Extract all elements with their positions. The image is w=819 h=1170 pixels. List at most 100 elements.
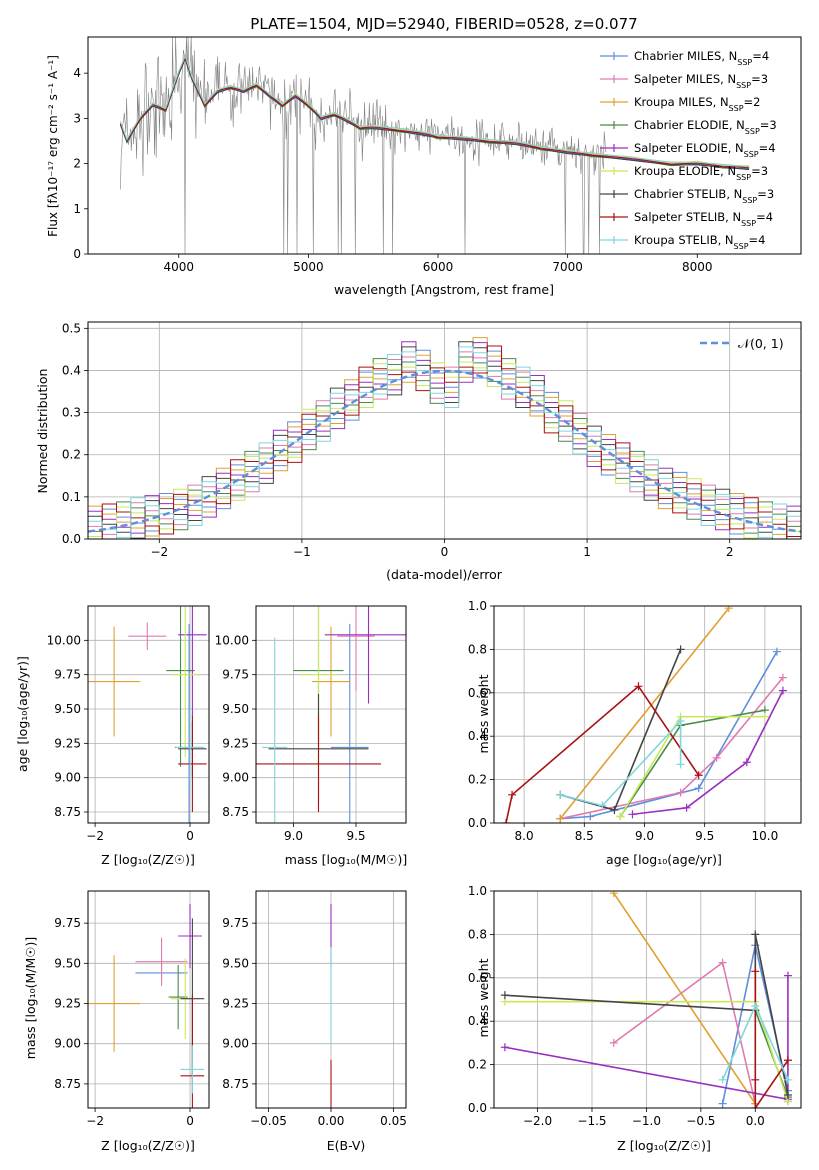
plot-area (119, 37, 750, 254)
y-tick-label: 0.0 (62, 532, 81, 546)
weight-marker (586, 812, 595, 821)
weight-marker (778, 686, 787, 695)
weight-marker (783, 971, 792, 980)
plot-area (88, 606, 207, 823)
weight-marker (556, 790, 565, 799)
weight-marker (609, 1038, 618, 1047)
y-tick-label: 2 (73, 157, 81, 171)
x-tick-label: 0 (186, 1114, 194, 1128)
axes-frame (493, 890, 802, 1109)
spectrum-legend: Chabrier MILES, NSSP=4 Salpeter MILES, NS… (600, 49, 777, 251)
normal-curve (88, 369, 801, 533)
axes-frame (493, 605, 802, 824)
x-tick-label: 9.5 (695, 829, 714, 843)
weight-marker (610, 805, 619, 814)
axes-frame (87, 36, 802, 255)
y-tick-label: 0.0 (468, 816, 487, 830)
x-tick-label: −0.5 (686, 1114, 715, 1128)
legend-label: Kroupa MILES, NSSP=2 (634, 95, 760, 113)
plot-area (88, 337, 801, 539)
mass-z-ylabel: mass [log₁₀(M/M☉)] (23, 937, 38, 1059)
weight-marker (682, 803, 691, 812)
axes-frame (87, 890, 210, 1109)
x-tick-label: 9.5 (346, 829, 365, 843)
weight-marker (616, 812, 625, 821)
panel-7: −2.0 −1.5 −1.0 −0.5 0.0 0.0 0.2 0.4 0.6 0.8 1.0 (468, 884, 802, 1128)
x-tick-label: 5000 (293, 260, 324, 274)
residual-xlabel: (data-model)/error (386, 567, 503, 582)
residual-ylabel: Normed distribution (35, 369, 50, 494)
mass-z-xlabel: Z [log₁₀(Z/Z☉)] (101, 1138, 195, 1153)
spectrum-xlabel: wavelength [Angstrom, rest frame] (334, 282, 554, 297)
y-tick-label: 9.00 (222, 1037, 249, 1051)
weight-marker (694, 784, 703, 793)
weight-marker (676, 717, 685, 726)
x-tick-label: −2 (150, 545, 168, 559)
x-tick-label: −2 (86, 1114, 104, 1128)
y-tick-label: 0.8 (468, 642, 487, 656)
y-tick-label: 0.1 (62, 490, 81, 504)
panel-3: 9.0 9.5 8.75 9.00 9.25 9.50 9.75 10.00 (215, 605, 407, 843)
x-tick-label: 7000 (552, 260, 583, 274)
x-tick-label: −1 (293, 545, 311, 559)
weight-marker (712, 753, 721, 762)
weight-z-xlabel: Z [log₁₀(Z/Z☉)] (617, 1138, 711, 1153)
legend-label: Salpeter STELIB, NSSP=4 (634, 210, 773, 228)
weight-age-ylabel: mass weight (476, 674, 491, 753)
weight-marker (718, 1099, 727, 1108)
x-tick-label: 9.0 (635, 829, 654, 843)
age-z-xlabel: Z [log₁₀(Z/Z☉)] (101, 852, 195, 867)
weight-line (559, 607, 730, 820)
y-tick-label: 0.8 (468, 927, 487, 941)
legend-label: Chabrier ELODIE, NSSP=3 (634, 118, 777, 136)
plot-area (502, 606, 787, 823)
x-tick-label: 8000 (682, 260, 713, 274)
y-tick-label: 9.25 (54, 736, 81, 750)
y-tick-label: 9.75 (54, 916, 81, 930)
weight-marker (760, 712, 769, 721)
weight-line (560, 651, 778, 820)
y-tick-label: 0.6 (468, 686, 487, 700)
axes-frame (87, 605, 210, 824)
y-tick-label: 10.00 (215, 633, 249, 647)
model-line (119, 54, 750, 168)
y-tick-label: 9.25 (54, 997, 81, 1011)
x-tick-label: −2 (86, 829, 104, 843)
panel-6: −0.05 0.00 0.05 8.75 9.00 9.25 9.50 9.75 (222, 890, 407, 1128)
y-tick-label: 9.50 (222, 702, 249, 716)
y-tick-label: 8.75 (222, 1077, 249, 1091)
legend-label: Salpeter ELODIE, NSSP=4 (634, 141, 776, 159)
x-tick-label: 10.0 (752, 829, 779, 843)
y-tick-label: 9.00 (222, 771, 249, 785)
y-tick-label: 8.75 (54, 805, 81, 819)
y-tick-label: 9.75 (222, 668, 249, 682)
spectrum-ylabel: Flux [fλ10⁻¹⁷ erg cm⁻² s⁻¹ A⁻¹] (46, 55, 60, 237)
age-mass-xlabel: mass [log₁₀(M/M☉)] (285, 852, 407, 867)
panel-2: −2 0 8.75 9.00 9.25 9.50 9.75 10.00 (47, 605, 210, 843)
weight-marker (783, 1090, 792, 1099)
residual-histogram (88, 345, 801, 539)
legend-label: Chabrier STELIB, NSSP=3 (634, 187, 774, 205)
y-tick-label: 9.50 (222, 956, 249, 970)
x-tick-label: 0.05 (380, 1114, 407, 1128)
weight-marker (751, 1075, 760, 1084)
weight-marker (676, 645, 685, 654)
y-tick-label: 8.75 (222, 805, 249, 819)
x-tick-label: 4000 (163, 260, 194, 274)
weight-marker (598, 801, 607, 810)
weight-marker (718, 1075, 727, 1084)
x-tick-label: 0.0 (746, 1114, 765, 1128)
residual-histogram (88, 346, 801, 539)
y-tick-label: 8.75 (54, 1077, 81, 1091)
weight-line (505, 685, 700, 823)
y-tick-label: 9.50 (54, 956, 81, 970)
x-tick-label: 8.5 (575, 829, 594, 843)
y-tick-label: 0.5 (62, 321, 81, 335)
x-tick-label: 1 (583, 545, 591, 559)
weight-marker (751, 1104, 760, 1108)
weight-marker (694, 771, 703, 780)
y-tick-label: 9.75 (54, 668, 81, 682)
panel-5: −2 0 8.75 9.00 9.25 9.50 9.75 (54, 890, 210, 1128)
plot-area (500, 891, 792, 1108)
observed-spectrum (120, 37, 607, 254)
